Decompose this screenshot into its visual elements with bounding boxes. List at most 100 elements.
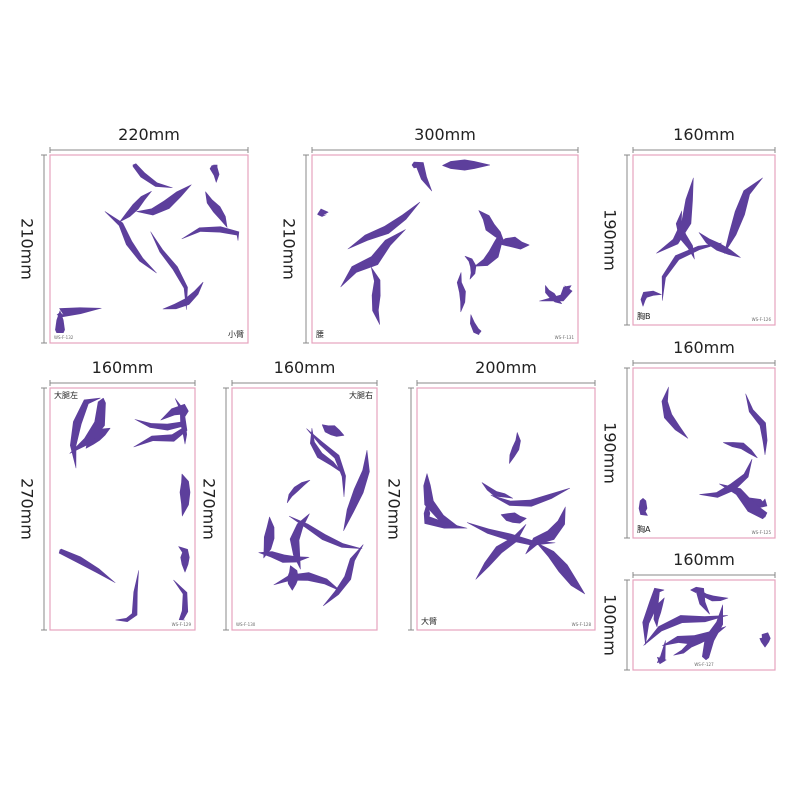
height-label: 100mm <box>601 594 620 656</box>
decal-shape <box>273 572 342 592</box>
part-name: 大腿右 <box>349 390 373 400</box>
decal-shape <box>317 208 329 217</box>
decal-shape <box>173 579 189 621</box>
decal-shape <box>699 589 729 602</box>
decal-panel: 160mm 270mm 大腿左 WS-F-129 <box>18 358 196 631</box>
decal-shape <box>205 191 228 228</box>
width-label: 200mm <box>475 358 537 377</box>
decal-shape <box>638 498 648 516</box>
decal-shape <box>474 231 502 267</box>
sheet-border <box>49 154 249 344</box>
decal-shape <box>470 314 482 335</box>
decal-panel: 200mm 270mm 大臂 WS-F-128 <box>385 358 596 631</box>
decal-shape <box>160 403 189 421</box>
decal-shape <box>723 442 758 459</box>
height-label: 210mm <box>280 218 299 280</box>
part-code: WS-F-130 <box>236 622 256 627</box>
decal-shape <box>134 419 186 431</box>
decal-shape <box>85 427 111 449</box>
decal-shape <box>661 242 722 301</box>
decal-shape <box>423 473 459 527</box>
part-name: 腰 <box>316 330 324 339</box>
decal-shape <box>466 522 556 546</box>
decal-shape <box>456 272 466 313</box>
sheet-border <box>311 154 579 344</box>
decal-shape <box>642 587 665 645</box>
decal-shape <box>288 515 363 549</box>
decal-panel: 300mm 210mm 腰 WS-F-131 <box>280 125 579 344</box>
height-label: 270mm <box>385 478 404 540</box>
decal-shape <box>675 210 695 260</box>
part-code: WS-F-132 <box>54 335 74 340</box>
decal-shape <box>115 570 139 622</box>
decal-shape <box>209 164 220 183</box>
decal-shape <box>104 211 157 274</box>
decal-shape <box>133 416 188 448</box>
decal-shape <box>340 229 406 288</box>
decal-shape <box>370 266 381 325</box>
decal-shape <box>497 236 530 250</box>
decal-shape <box>347 201 421 250</box>
decal-panel: 160mm 190mm 胸B WS-F-126 <box>601 125 776 326</box>
width-label: 160mm <box>274 358 336 377</box>
decal-shape <box>150 231 188 310</box>
decal-shape <box>640 290 662 307</box>
decal-shape <box>55 310 65 333</box>
decal-shape <box>719 483 768 520</box>
decal-shape <box>745 393 768 455</box>
decal-shape <box>698 232 741 258</box>
decal-shape <box>286 479 311 504</box>
decal-shape <box>662 626 727 646</box>
decal-shape <box>263 516 275 559</box>
height-label: 190mm <box>601 422 620 484</box>
decal-shape <box>509 432 521 464</box>
decal-shape <box>162 281 204 310</box>
part-name: 大臂 <box>421 616 437 626</box>
height-label: 270mm <box>200 478 219 540</box>
decal-shape <box>321 424 345 437</box>
decal-shape <box>178 546 190 573</box>
part-code: WS-F-131 <box>555 335 575 340</box>
decal-shape <box>699 458 753 498</box>
width-label: 160mm <box>92 358 154 377</box>
decal-shape <box>56 307 102 318</box>
decal-shape <box>539 285 573 302</box>
decal-shape <box>656 177 694 254</box>
decal-panel: 160mm 270mm 大腿右 WS-F-130 <box>200 358 378 631</box>
decal-shape <box>500 512 527 524</box>
decal-shape <box>179 473 191 517</box>
decal-shape <box>423 503 468 529</box>
decal-shape <box>343 450 370 531</box>
decal-shape <box>490 487 571 507</box>
decal-shape <box>481 482 513 499</box>
part-name: 胸A <box>637 524 651 534</box>
part-name: 大腿左 <box>54 390 78 400</box>
decal-shape <box>411 161 433 192</box>
decal-shape <box>759 632 771 648</box>
part-name: 胸B <box>637 311 651 321</box>
height-label: 190mm <box>601 209 620 271</box>
decal-shape <box>690 586 710 615</box>
width-label: 160mm <box>673 338 735 357</box>
decal-shape <box>174 398 187 445</box>
decal-shape <box>536 542 586 595</box>
width-label: 300mm <box>414 125 476 144</box>
part-code: WS-F-129 <box>172 622 192 627</box>
width-label: 160mm <box>673 125 735 144</box>
part-code: WS-F-125 <box>752 530 772 535</box>
decal-shape <box>653 597 665 627</box>
width-label: 220mm <box>118 125 180 144</box>
part-name: 小臂 <box>228 329 244 339</box>
decal-shape <box>58 548 116 583</box>
height-label: 270mm <box>18 478 37 540</box>
decal-shape <box>306 428 346 497</box>
part-code: WS-F-128 <box>572 622 592 627</box>
decal-shape <box>643 615 729 646</box>
decal-shape <box>181 226 240 241</box>
decal-shape <box>702 604 723 660</box>
decal-shape <box>119 191 152 223</box>
sheet-border <box>416 387 596 631</box>
decal-shape <box>442 159 490 171</box>
decal-shape <box>69 397 106 454</box>
